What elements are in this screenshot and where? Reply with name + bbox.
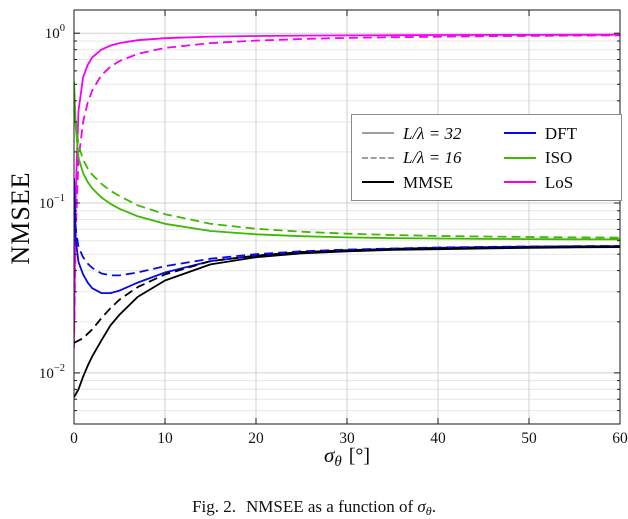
x-axis-sigma: σ [323, 443, 335, 467]
legend-line-sample-mmse [362, 181, 394, 183]
legend-line-sample-l32 [362, 132, 394, 134]
x-axis-sigma-sub: θ [334, 454, 342, 470]
legend-line-sample-dft [503, 132, 536, 134]
y-tick-label: 10−1 [39, 193, 65, 212]
x-tick-label: 40 [430, 430, 446, 447]
caption-sigma: σ [417, 497, 426, 516]
legend-line-sample-iso [503, 156, 536, 159]
legend-line-sample-l16 [362, 156, 394, 159]
legend-item-mmse: MMSE [362, 174, 504, 191]
figure-caption: Fig. 2. NMSEE as a function of σθ. [0, 497, 628, 519]
caption-sigma-sub: θ [425, 504, 432, 518]
y-axis-label: NMSEE [6, 171, 35, 265]
legend-label-l16: L/λ = 16 [403, 148, 462, 167]
legend: L/λ = 32 DFT L/λ = 16 ISO MMSE LoS [351, 114, 622, 201]
legend-label-iso: ISO [544, 148, 573, 167]
series-line-iso-32 [74, 81, 620, 241]
caption-period: . [431, 497, 436, 516]
legend-line-sample-los [503, 181, 536, 183]
legend-item-iso: ISO [503, 148, 611, 167]
x-tick-label: 30 [339, 430, 355, 447]
x-tick-label: 20 [248, 430, 264, 447]
x-tick-label: 50 [521, 430, 537, 447]
x-tick-label: 10 [157, 430, 173, 447]
legend-item-los: LoS [503, 172, 611, 192]
series-line-los-16 [74, 34, 620, 349]
legend-label-l32: L/λ = 32 [403, 123, 462, 143]
caption-text: NMSEE as a function of [246, 497, 414, 516]
series-line-iso-16 [74, 92, 620, 239]
series-line-mmse-32 [74, 246, 620, 398]
legend-label-dft: DFT [544, 123, 578, 143]
x-axis-label: σθ [°] [324, 443, 370, 471]
x-axis-unit: [°] [348, 445, 371, 467]
x-tick-label: 0 [70, 430, 78, 447]
legend-label-los: LoS [544, 172, 574, 192]
y-tick-label: 10−2 [39, 363, 65, 382]
legend-item-l32: L/λ = 32 [362, 125, 504, 142]
legend-item-l16: L/λ = 16 [362, 149, 504, 166]
series-line-los-32 [74, 33, 620, 339]
legend-label-mmse: MMSE [403, 172, 454, 192]
y-tick-label: 100 [45, 23, 65, 42]
caption-tag: Fig. 2. [192, 497, 236, 516]
legend-item-dft: DFT [503, 123, 611, 143]
x-tick-label: 60 [612, 430, 628, 447]
